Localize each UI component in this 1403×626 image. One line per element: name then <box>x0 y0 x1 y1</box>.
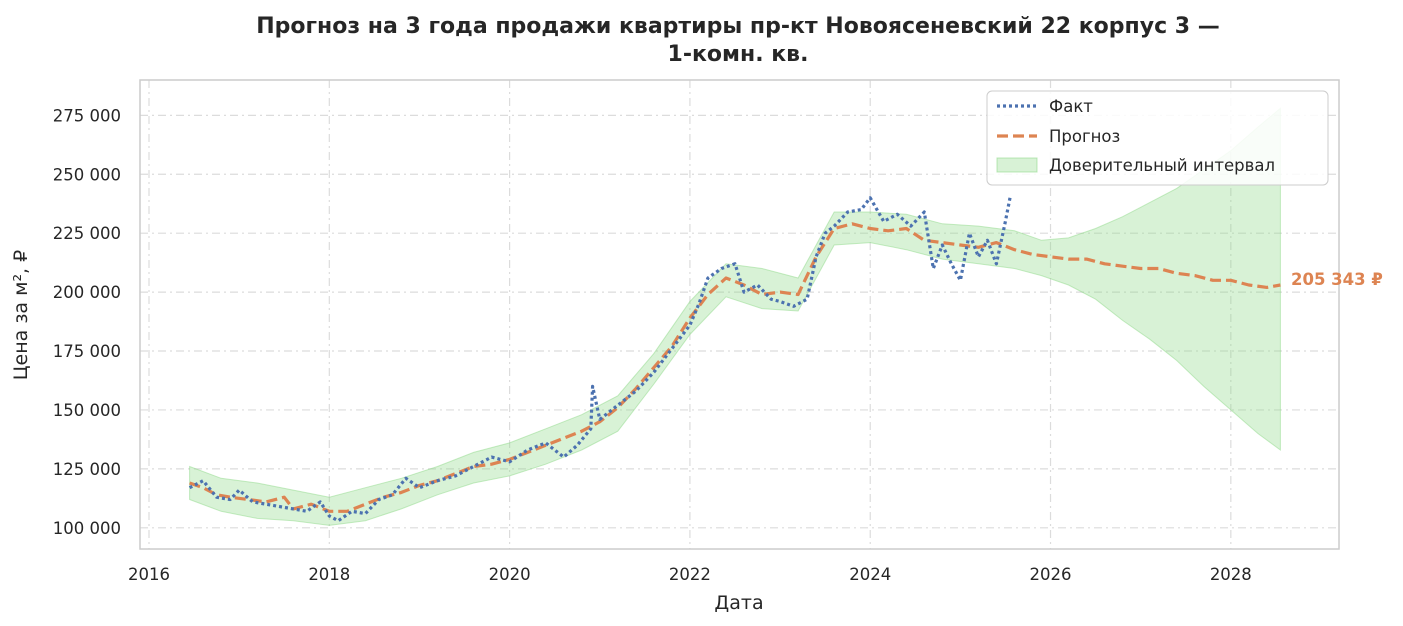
x-tick-label: 2026 <box>1030 565 1072 584</box>
y-tick-label: 225 000 <box>53 224 121 243</box>
forecast-end-value-label: 205 343 ₽ <box>1291 270 1383 289</box>
chart-title-line-2: 1-комн. кв. <box>668 42 809 67</box>
confidence-interval-band <box>189 107 1281 526</box>
x-tick-label: 2018 <box>308 565 350 584</box>
legend-label-fact: Факт <box>1049 97 1093 116</box>
legend-label-forecast: Прогноз <box>1049 127 1120 146</box>
y-tick-label: 250 000 <box>53 165 121 184</box>
forecast-series-line <box>189 222 1281 513</box>
plot-frame <box>139 79 1340 550</box>
y-tick-label: 125 000 <box>53 460 121 479</box>
confidence-band-layer <box>189 107 1281 526</box>
y-axis-label: Цена за м², ₽ <box>10 250 32 380</box>
legend-swatch-interval <box>996 157 1038 173</box>
series-layer <box>188 196 1281 523</box>
y-tick-label: 175 000 <box>53 342 121 361</box>
chart-title-line-1: Прогноз на 3 года продажи квартиры пр-кт… <box>256 14 1220 39</box>
y-tick-label: 100 000 <box>53 519 121 538</box>
legend: Факт Прогноз Доверительный интервал <box>986 90 1329 186</box>
x-axis-label: Дата <box>714 592 763 614</box>
tick-labels: 2016 2018 2020 2022 2024 2026 2028 100 000 125 0… <box>53 106 1252 584</box>
x-tick-label: 2028 <box>1210 565 1252 584</box>
y-tick-label: 275 000 <box>53 106 121 125</box>
legend-label-interval: Доверительный интервал <box>1049 156 1275 175</box>
y-tick-label: 150 000 <box>53 401 121 420</box>
x-tick-label: 2020 <box>489 565 531 584</box>
legend-box <box>986 90 1329 186</box>
x-tick-label: 2016 <box>128 565 170 584</box>
y-tick-label: 200 000 <box>53 283 121 302</box>
x-tick-label: 2022 <box>669 565 711 584</box>
x-tick-label: 2024 <box>849 565 891 584</box>
